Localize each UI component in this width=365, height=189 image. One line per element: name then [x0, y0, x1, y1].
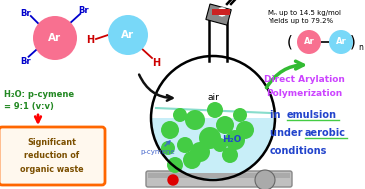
Text: H₂O: H₂O	[222, 136, 242, 145]
Circle shape	[297, 30, 321, 54]
Circle shape	[216, 116, 234, 134]
Bar	[212, 9, 230, 15]
Text: Br: Br	[78, 6, 89, 15]
Circle shape	[185, 110, 205, 130]
Text: (: (	[287, 35, 293, 50]
Text: Br: Br	[20, 57, 31, 66]
Wedge shape	[152, 57, 274, 118]
Circle shape	[190, 142, 210, 162]
Circle shape	[33, 16, 77, 60]
Circle shape	[222, 147, 238, 163]
Circle shape	[183, 151, 201, 169]
Circle shape	[161, 121, 179, 139]
Text: air: air	[207, 92, 219, 101]
Circle shape	[213, 138, 227, 152]
Circle shape	[255, 170, 275, 189]
Text: H: H	[86, 35, 94, 45]
Text: conditions: conditions	[270, 146, 327, 156]
Circle shape	[199, 127, 221, 149]
Circle shape	[225, 130, 245, 150]
Circle shape	[217, 7, 227, 17]
Circle shape	[177, 137, 193, 153]
Circle shape	[207, 102, 223, 118]
Circle shape	[161, 141, 175, 155]
Circle shape	[329, 30, 353, 54]
Circle shape	[233, 108, 247, 122]
Text: Ar: Ar	[304, 37, 314, 46]
Text: Ar: Ar	[122, 30, 135, 40]
Text: H₂O: p-cymene
= 9:1 (v:v): H₂O: p-cymene = 9:1 (v:v)	[4, 90, 74, 111]
FancyArrowPatch shape	[266, 61, 303, 88]
Text: Mₙ up to 14.5 kg/mol
Yields up to 79.2%: Mₙ up to 14.5 kg/mol Yields up to 79.2%	[268, 10, 341, 25]
Text: Polymerization: Polymerization	[266, 88, 342, 98]
Text: Direct Arylation: Direct Arylation	[264, 75, 345, 84]
FancyArrowPatch shape	[165, 141, 170, 146]
Circle shape	[108, 15, 148, 55]
Circle shape	[168, 175, 178, 185]
Circle shape	[151, 56, 275, 180]
Text: aerobic: aerobic	[305, 128, 346, 138]
Bar	[206, 4, 231, 25]
Text: n: n	[358, 43, 364, 51]
Circle shape	[167, 157, 183, 173]
Circle shape	[173, 108, 187, 122]
Bar	[148, 173, 290, 178]
Text: Ar: Ar	[49, 33, 62, 43]
FancyBboxPatch shape	[146, 171, 292, 187]
Circle shape	[236, 121, 254, 139]
Bar	[210, 10, 226, 61]
FancyArrowPatch shape	[139, 74, 172, 101]
FancyBboxPatch shape	[0, 127, 105, 185]
Text: ): )	[350, 35, 356, 50]
Text: Ar: Ar	[336, 37, 346, 46]
Text: emulsion: emulsion	[287, 110, 337, 120]
Text: Significant
reduction of
organic waste: Significant reduction of organic waste	[20, 138, 84, 174]
Text: in: in	[270, 110, 284, 120]
Text: Br: Br	[20, 9, 31, 18]
Text: p-cymene: p-cymene	[140, 149, 174, 155]
Text: H: H	[152, 58, 160, 68]
FancyArrowPatch shape	[35, 115, 41, 122]
Text: under: under	[270, 128, 306, 138]
